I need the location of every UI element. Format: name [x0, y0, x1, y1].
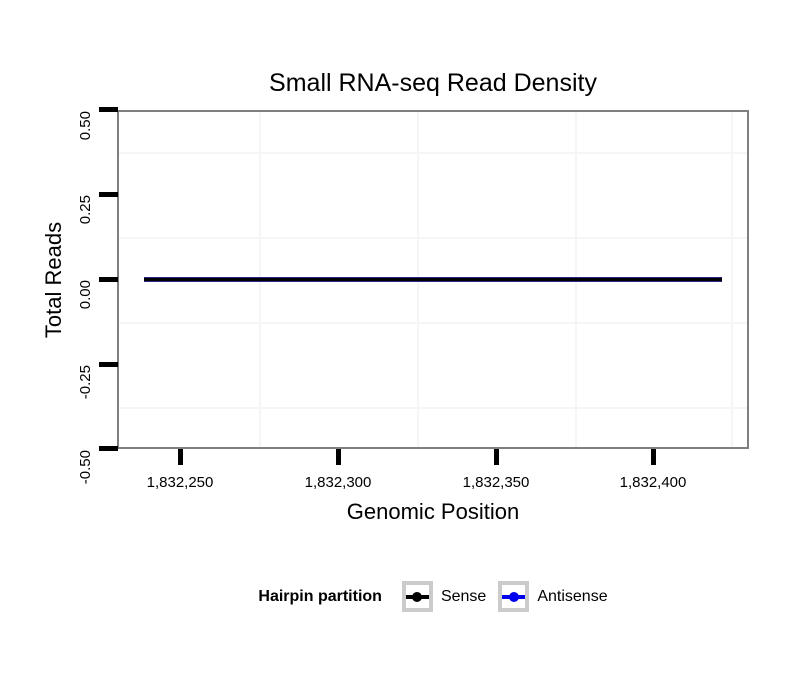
y-tick-mark — [99, 277, 118, 282]
legend-key-antisense — [498, 581, 530, 612]
chart-title: Small RNA-seq Read Density — [269, 69, 597, 97]
x-tick-label: 1,832,350 — [462, 474, 530, 491]
y-tick-label: 0.50 — [77, 111, 94, 141]
x-tick-label: 1,832,400 — [619, 474, 687, 491]
sense-point-icon — [412, 591, 423, 602]
read-density-line-sense-over-antisense — [144, 277, 722, 282]
y-tick-mark — [99, 362, 118, 367]
y-tick-label: 0.00 — [77, 280, 94, 310]
x-tick-mark — [494, 449, 499, 465]
y-tick-label: -0.25 — [77, 365, 94, 400]
antisense-point-icon — [508, 591, 519, 602]
y-tick-label: -0.50 — [77, 450, 94, 485]
x-tick-label: 1,832,300 — [304, 474, 372, 491]
y-tick-mark — [99, 107, 118, 112]
y-tick-mark — [99, 446, 118, 451]
x-tick-mark — [651, 449, 656, 465]
x-tick-mark — [178, 449, 183, 465]
y-tick-label: 0.25 — [77, 195, 94, 225]
legend-label-antisense: Antisense — [537, 587, 608, 605]
legend-title: Hairpin partition — [258, 587, 382, 605]
x-axis-title: Genomic Position — [346, 499, 520, 524]
x-tick-mark — [336, 449, 341, 465]
minor-gridline-h — [119, 322, 747, 324]
legend: Hairpin partition Sense Antisense — [117, 580, 749, 613]
minor-gridline-h — [119, 237, 747, 239]
minor-gridline-h — [119, 152, 747, 154]
legend-key-sense — [401, 581, 433, 612]
legend-label-sense: Sense — [440, 587, 487, 605]
y-axis-title: Total Reads — [41, 221, 66, 339]
minor-gridline-v — [731, 112, 733, 447]
y-tick-mark — [99, 192, 118, 197]
x-tick-label: 1,832,250 — [146, 474, 214, 491]
minor-gridline-h — [119, 407, 747, 409]
plot-area — [117, 110, 749, 449]
